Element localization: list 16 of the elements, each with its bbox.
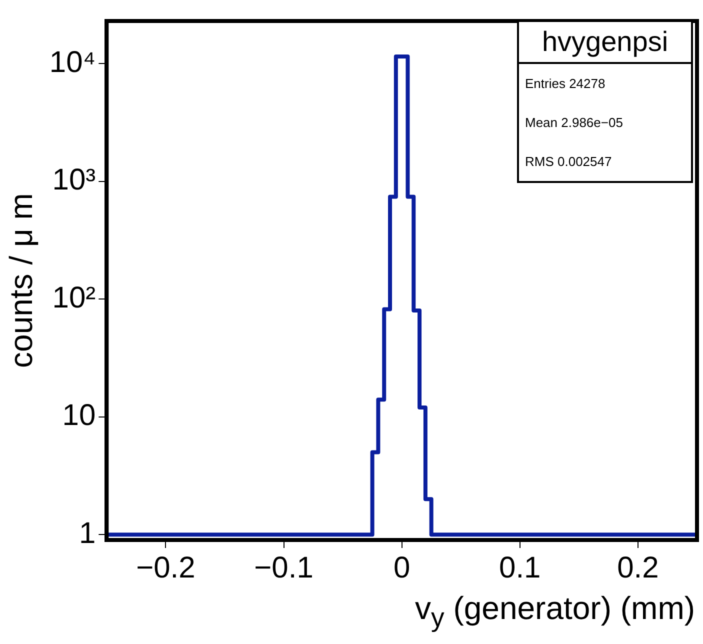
x-tick-label: 0 (393, 551, 410, 584)
annotation: RMS 0.002547 (524, 153, 613, 171)
x-axis-title: v$_{y}$ (generator) (mm) (414, 590, 695, 634)
y-tick-label: 10 (62, 399, 96, 432)
y-tick-label: 10⁴ (49, 46, 96, 79)
x-tick-label: 0.2 (617, 551, 659, 584)
x-tick-label: −0.1 (254, 551, 314, 584)
x-tick-label: −0.2 (136, 551, 196, 584)
y-axis-title: counts / μ m (3, 193, 40, 368)
annotation: Entries 24278 (524, 75, 606, 93)
y-tick-label: 10² (52, 281, 96, 314)
x-tick-label: 0.1 (499, 551, 541, 584)
y-tick-label: 1 (78, 516, 96, 550)
annotation: Mean 2.986e−05 (524, 114, 624, 132)
annotation: hvygenpsi (519, 22, 691, 64)
y-tick-label: 10³ (52, 164, 96, 197)
